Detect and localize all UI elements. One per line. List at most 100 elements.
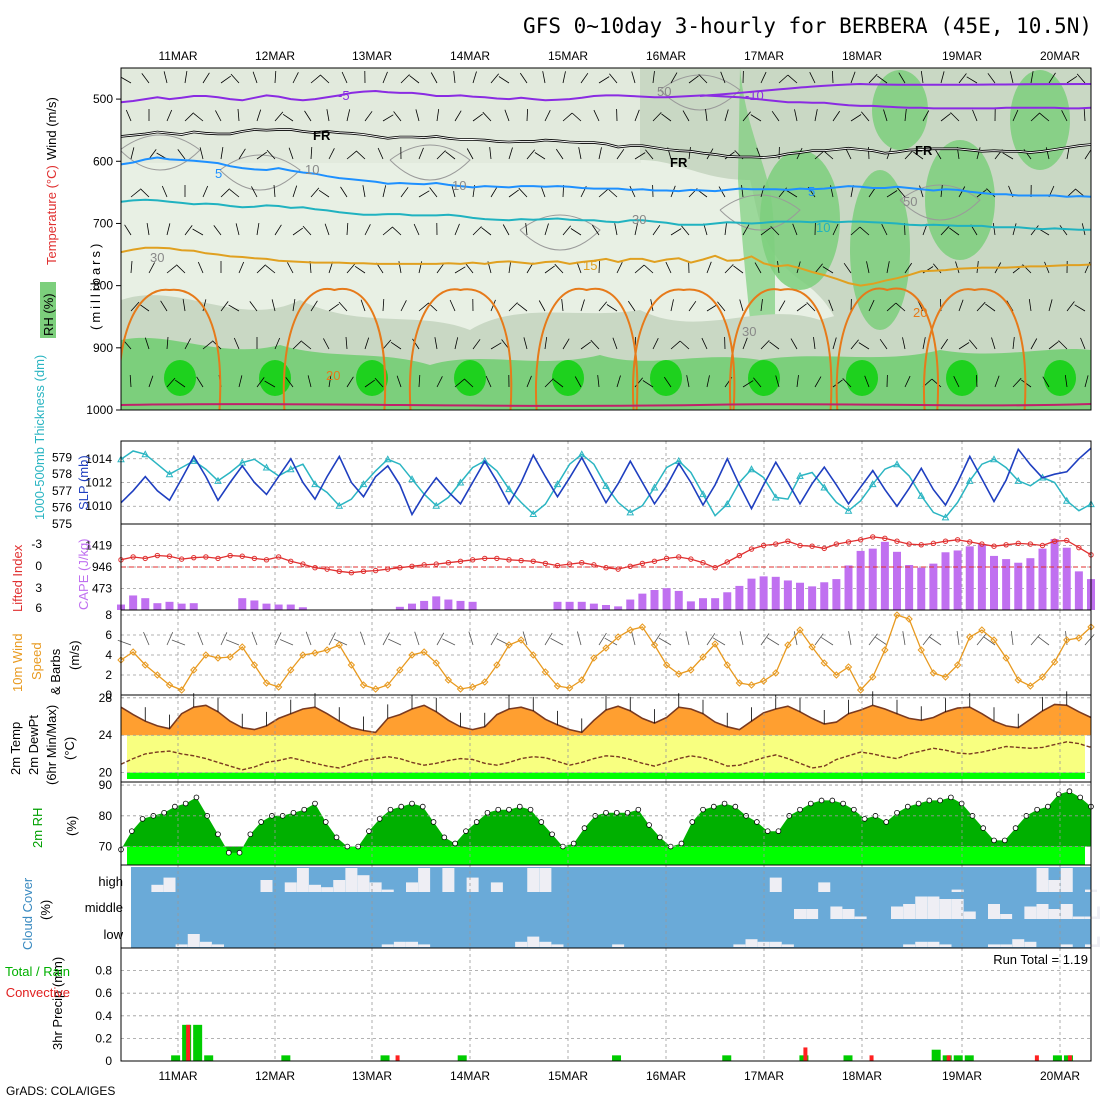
lifted-index-point (239, 553, 245, 559)
wind-barb-upper (750, 114, 762, 122)
wind-barb-10m (868, 633, 878, 646)
wind-barb-upper (598, 147, 602, 160)
wind-speed-point (456, 685, 465, 693)
wind-barb-upper (652, 71, 655, 84)
wind-speed-point (650, 641, 659, 649)
rh2m-point (613, 809, 620, 816)
wind-barb-upper (724, 223, 727, 236)
wind-barb-10m (848, 631, 852, 646)
wind-barb-upper (266, 149, 276, 160)
thickness-point (796, 471, 804, 479)
wind-speed-point (371, 685, 380, 693)
wind-barb-upper (382, 339, 392, 350)
wind-barb-upper (362, 185, 366, 198)
rh2m-axis-label: 2m RH (30, 808, 45, 848)
cloud-bar-middle (806, 909, 819, 919)
wind-barb-upper (508, 147, 513, 160)
wind-barb-upper (792, 223, 798, 236)
lifted-index-point (554, 562, 561, 569)
label-20-b: 20 (326, 368, 340, 383)
wind-barb-upper (562, 225, 572, 236)
wind-speed-point (274, 683, 283, 691)
wind-barb-upper (274, 111, 284, 122)
wind-barb-upper (681, 225, 690, 236)
wind-barb-upper (976, 374, 978, 388)
wind-barb-upper (652, 224, 661, 236)
dewpt-band (127, 735, 1085, 773)
cape-bar (650, 590, 659, 610)
thickness-point (383, 455, 392, 463)
wind-speed-point (165, 681, 174, 689)
cloud-bar-low (745, 939, 758, 947)
wind-barb-upper (578, 147, 582, 160)
rh2m-point (581, 825, 588, 831)
wind-barb-10m (1084, 634, 1095, 646)
wind-barb-10m (360, 631, 366, 646)
rh-green-blob-2 (850, 170, 910, 330)
wind-speed-point (311, 649, 319, 657)
wind-barb-upper (976, 147, 981, 160)
wind-speed-point (578, 676, 586, 684)
wind-barb-upper (454, 378, 465, 388)
wind-barb-upper (302, 225, 312, 236)
wind-barb-upper (517, 303, 528, 312)
wind-barb-upper (273, 184, 276, 198)
thickness-point (480, 456, 489, 464)
wind-barb-10m (436, 632, 445, 646)
wind-barb-upper (1039, 112, 1050, 122)
wind-speed-line (120, 614, 1092, 692)
wind-speed-point (262, 679, 271, 687)
wind-barb-upper (418, 374, 421, 388)
wind-barb-upper (202, 72, 210, 84)
wind-barb-upper (898, 72, 906, 84)
cloud-bar-low (393, 941, 406, 947)
wind-barb-10m (251, 631, 258, 646)
cape-bar (614, 606, 623, 610)
rh2m-point (1012, 825, 1019, 831)
wind-barb-10m (821, 637, 834, 646)
lifted-index-point (760, 542, 767, 549)
wind-barb-upper (166, 336, 169, 350)
wind-barb-upper (472, 113, 483, 122)
wind-speed-point (335, 641, 343, 649)
precip-total-bar (931, 1049, 941, 1061)
wind-barb-upper (174, 379, 186, 388)
wind-barb-upper (949, 227, 960, 236)
wind-barb-upper (396, 375, 402, 388)
cape-bar (1050, 539, 1059, 610)
wind-speed-point (1038, 673, 1047, 681)
cloud-bar-low (175, 944, 188, 947)
lifted-index-point (421, 562, 427, 568)
wind-barb-upper (1030, 338, 1038, 350)
label-fr-3: FR (915, 143, 933, 158)
wind-barb-upper (958, 299, 964, 312)
cloud-bar-low (539, 941, 552, 947)
label-fr-2: FR (670, 155, 688, 170)
wind-barb-upper (526, 108, 528, 122)
temp-tick-label: 24 (99, 728, 113, 742)
wind-tick-label: 4 (105, 648, 112, 662)
cloud-bar-high (321, 887, 334, 892)
cloud-bar-low (903, 944, 916, 947)
wind-speed-point (202, 651, 210, 659)
thickness-tick-label: 577 (52, 484, 72, 498)
lifted-index-point (809, 543, 815, 549)
wind-barb-upper (706, 261, 712, 274)
rh2m-point (322, 819, 329, 825)
wind-barb-upper (364, 379, 376, 388)
cape-bar (420, 600, 429, 610)
wind-barb-10m (274, 632, 282, 646)
lifted-index-point (154, 552, 161, 559)
wind-barb-upper (249, 301, 258, 312)
wind-barb-upper (843, 262, 852, 274)
wind-barb-upper (770, 226, 780, 236)
wind-barb-upper (287, 262, 294, 274)
wind-barb-10m (382, 632, 390, 646)
wind-barb-upper (196, 376, 204, 388)
wind-barb-upper (1066, 75, 1078, 84)
lifted-index-point (603, 565, 609, 571)
rh2m-point (991, 837, 997, 844)
cloud-bar-middle (1024, 906, 1037, 919)
wind-barb-upper (307, 375, 312, 388)
precip-total-bar (964, 1055, 974, 1061)
